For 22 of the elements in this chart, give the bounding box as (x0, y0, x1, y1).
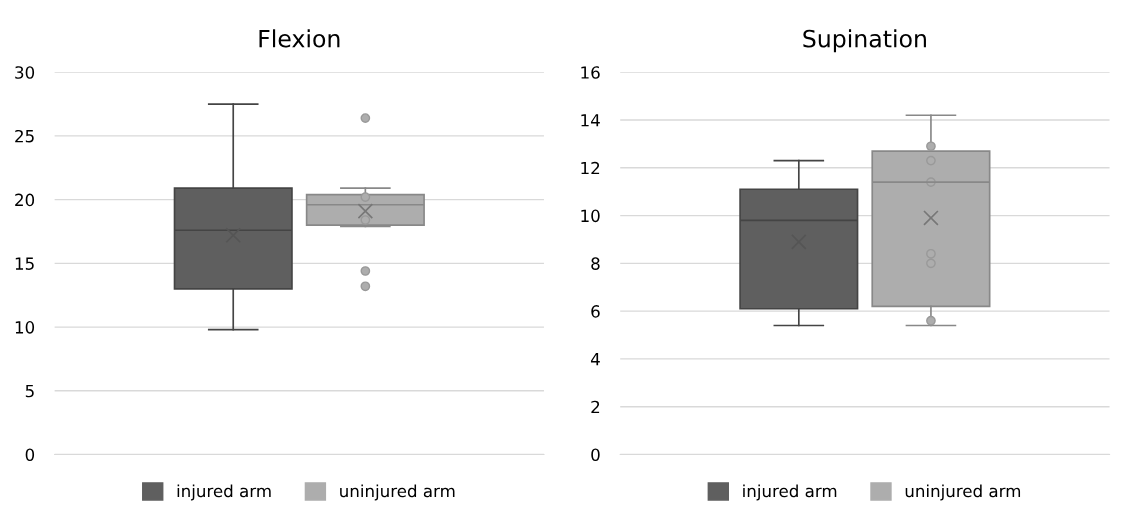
y-tick-label: 5 (25, 384, 34, 398)
y-tick-label: 4 (590, 353, 600, 366)
legend-label: uninjured arm (905, 484, 1021, 501)
y-tick-label: 2 (591, 400, 600, 414)
y-tick-label: 15 (15, 257, 34, 270)
y-tick-label: 12 (581, 161, 600, 175)
y-tick-label: 8 (591, 257, 600, 270)
y-tick-label: 0 (591, 448, 600, 462)
y-tick-label: 0 (25, 448, 35, 462)
y-tick-label: 30 (15, 66, 35, 79)
legend-label: uninjured arm (340, 484, 455, 501)
y-tick-label: 10 (581, 209, 600, 223)
y-tick-label: 25 (15, 129, 34, 143)
y-tick-label: 10 (15, 321, 35, 334)
y-tick-label: 14 (581, 114, 600, 127)
legend-label: injured arm (177, 484, 271, 501)
y-tick-label: 16 (581, 66, 600, 79)
y-tick-label: 6 (591, 305, 600, 318)
legend-label: injured arm (743, 484, 837, 501)
chart-title: Supination (803, 29, 926, 53)
y-tick-label: 20 (15, 193, 35, 207)
chart-title: Flexion (259, 29, 340, 48)
